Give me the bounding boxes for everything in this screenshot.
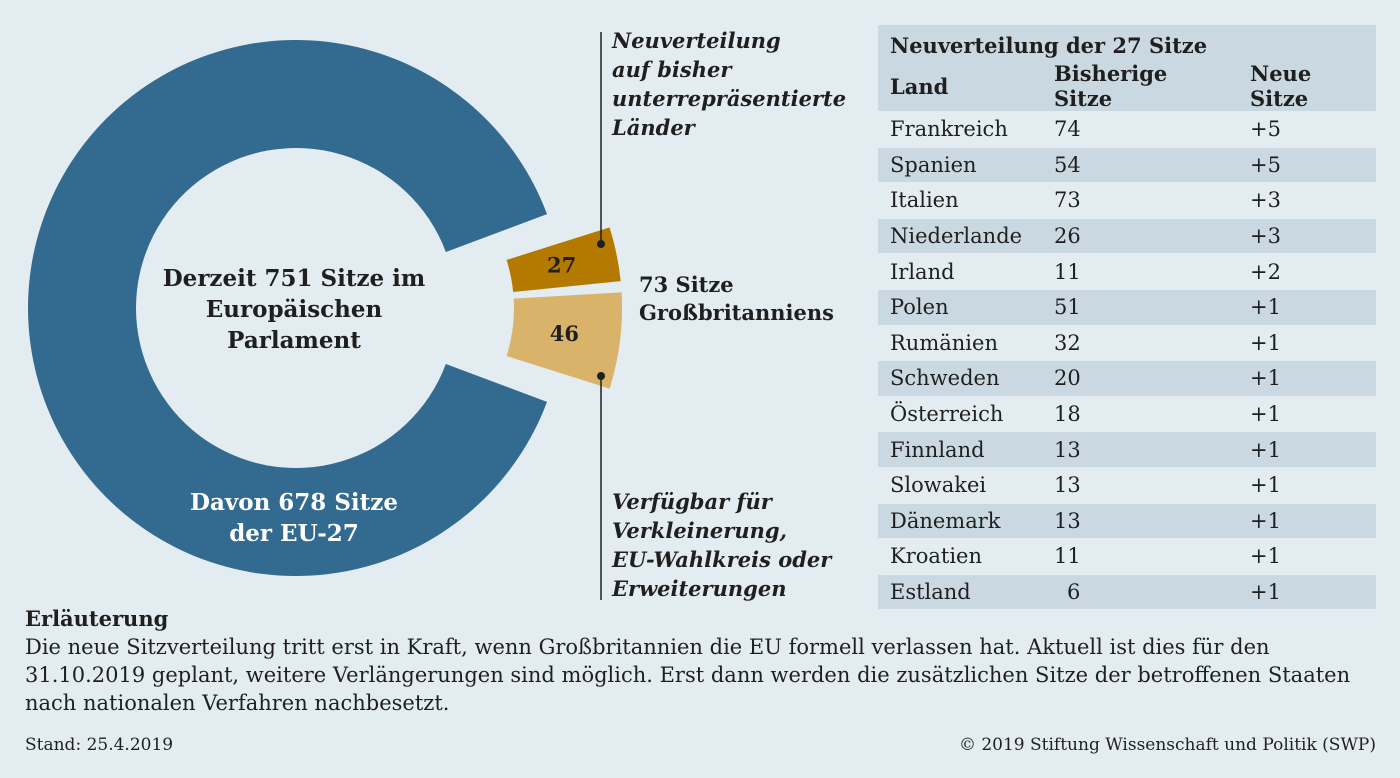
annotation-dot-bottom [597, 372, 605, 380]
annotation-redistribution: Neuverteilung auf bisher unterrepräsenti… [612, 26, 846, 142]
cell-old-seats: 26 [1042, 217, 1238, 254]
cell-land: Polen [878, 288, 1042, 325]
table-row: Rumänien 32 +1 [878, 324, 1376, 361]
cell-old-seats: 6 [1042, 573, 1238, 610]
column-header-new-seats: Neue Sitze [1238, 61, 1376, 111]
annotation-line-text: Verfügbar für [612, 489, 772, 514]
cell-old-seats: 13 [1042, 466, 1238, 503]
cell-new-seats: +1 [1238, 502, 1376, 539]
annotation-line-text: EU-Wahlkreis oder [612, 547, 832, 572]
annotation-line-text: auf bisher [612, 57, 732, 82]
slice-redistributed [506, 227, 621, 292]
column-header-old-seats: Bisherige Sitze [1042, 61, 1238, 111]
cell-land: Estland [878, 573, 1042, 610]
cell-land: Österreich [878, 395, 1042, 432]
cell-new-seats: +1 [1238, 466, 1376, 503]
cell-old-seats: 18 [1042, 395, 1238, 432]
center-label: Derzeit 751 Sitze im Europäischen Parlam… [134, 263, 454, 356]
slice-reserved [506, 292, 622, 389]
table-row: Österreich 18 +1 [878, 395, 1376, 432]
cell-old-seats: 11 [1042, 538, 1238, 574]
cell-old-seats: 32 [1042, 324, 1238, 361]
cell-land: Finnland [878, 431, 1042, 467]
cell-new-seats: +1 [1238, 360, 1376, 396]
cell-old-seats: 73 [1042, 182, 1238, 218]
annotation-line-text: unterrepräsentierte [612, 86, 847, 111]
cell-land: Schweden [878, 360, 1042, 396]
annotation-line-text: Länder [612, 115, 695, 140]
cell-old-seats: 51 [1042, 288, 1238, 325]
table-row: Irland 11 +2 [878, 253, 1376, 289]
table-row: Dänemark 13 +1 [878, 502, 1376, 539]
cell-new-seats: +1 [1238, 573, 1376, 610]
eu27-slice-label: Davon 678 Sitze der EU-27 [144, 487, 444, 549]
table-row: Spanien 54 +5 [878, 146, 1376, 183]
cell-new-seats: +1 [1238, 538, 1376, 574]
table-body: Frankreich 74 +5 Spanien 54 +5 Italien 73 +3 Nied… [878, 111, 1376, 610]
date-stamp: Stand: 25.4.2019 [25, 735, 174, 755]
explanation-title: Erläuterung [25, 606, 169, 631]
slice-redistributed-label: 27 [547, 252, 576, 277]
uk-label-line: Großbritanniens [639, 300, 834, 325]
cell-old-seats: 54 [1042, 146, 1238, 183]
cell-land: Niederlande [878, 217, 1042, 254]
annotation-line-text: Erweiterungen [612, 576, 787, 601]
cell-land: Frankreich [878, 111, 1042, 147]
cell-new-seats: +3 [1238, 182, 1376, 218]
cell-new-seats: +1 [1238, 324, 1376, 361]
table-row: Frankreich 74 +5 [878, 111, 1376, 147]
cell-land: Dänemark [878, 502, 1042, 539]
explanation-text: Die neue Sitzverteilung tritt erst in Kr… [25, 635, 1351, 715]
cell-land: Slowakei [878, 466, 1042, 503]
cell-land: Kroatien [878, 538, 1042, 574]
annotation-dot-top [597, 240, 605, 248]
table-title: Neuverteilung der 27 Sitze [878, 25, 1376, 61]
eu27-label-line: der EU-27 [229, 520, 359, 547]
cell-old-seats: 20 [1042, 360, 1238, 396]
center-label-line: Parlament [227, 327, 361, 354]
copyright: © 2019 Stiftung Wissenschaft und Politik… [958, 735, 1376, 755]
cell-new-seats: +5 [1238, 146, 1376, 183]
redistribution-table: Neuverteilung der 27 Sitze Land Bisherig… [878, 25, 1376, 610]
cell-land: Rumänien [878, 324, 1042, 361]
annotation-line-text: Verkleinerung, [612, 518, 787, 543]
table-row: Kroatien 11 +1 [878, 538, 1376, 574]
table-row: Slowakei 13 +1 [878, 466, 1376, 503]
eu27-label-line: Davon 678 Sitze [190, 489, 398, 516]
cell-land: Spanien [878, 146, 1042, 183]
annotation-line-text: Neuverteilung [612, 28, 781, 53]
cell-new-seats: +1 [1238, 288, 1376, 325]
slice-reserved-label: 46 [550, 321, 579, 346]
cell-land: Italien [878, 182, 1042, 218]
table-row: Niederlande 26 +3 [878, 217, 1376, 254]
cell-new-seats: +1 [1238, 395, 1376, 432]
cell-new-seats: +3 [1238, 217, 1376, 254]
center-label-line: Derzeit 751 Sitze im [162, 265, 426, 292]
annotation-available: Verfügbar für Verkleinerung, EU-Wahlkrei… [612, 487, 831, 603]
center-label-line: Europäischen [205, 296, 383, 323]
uk-label-line: 73 Sitze [639, 272, 734, 297]
cell-old-seats: 13 [1042, 502, 1238, 539]
cell-new-seats: +5 [1238, 111, 1376, 147]
table-row: Finnland 13 +1 [878, 431, 1376, 467]
cell-new-seats: +1 [1238, 431, 1376, 467]
cell-old-seats: 13 [1042, 431, 1238, 467]
cell-new-seats: +2 [1238, 253, 1376, 289]
cell-land: Irland [878, 253, 1042, 289]
table-row: Polen 51 +1 [878, 288, 1376, 325]
uk-seats-label: 73 Sitze Großbritanniens [639, 271, 834, 327]
table-row: Estland 6 +1 [878, 573, 1376, 610]
cell-old-seats: 11 [1042, 253, 1238, 289]
cell-old-seats: 74 [1042, 111, 1238, 147]
table-row: Italien 73 +3 [878, 182, 1376, 218]
table-row: Schweden 20 +1 [878, 360, 1376, 396]
slice-eu27 [27, 39, 548, 576]
column-header-land: Land [878, 61, 1042, 111]
